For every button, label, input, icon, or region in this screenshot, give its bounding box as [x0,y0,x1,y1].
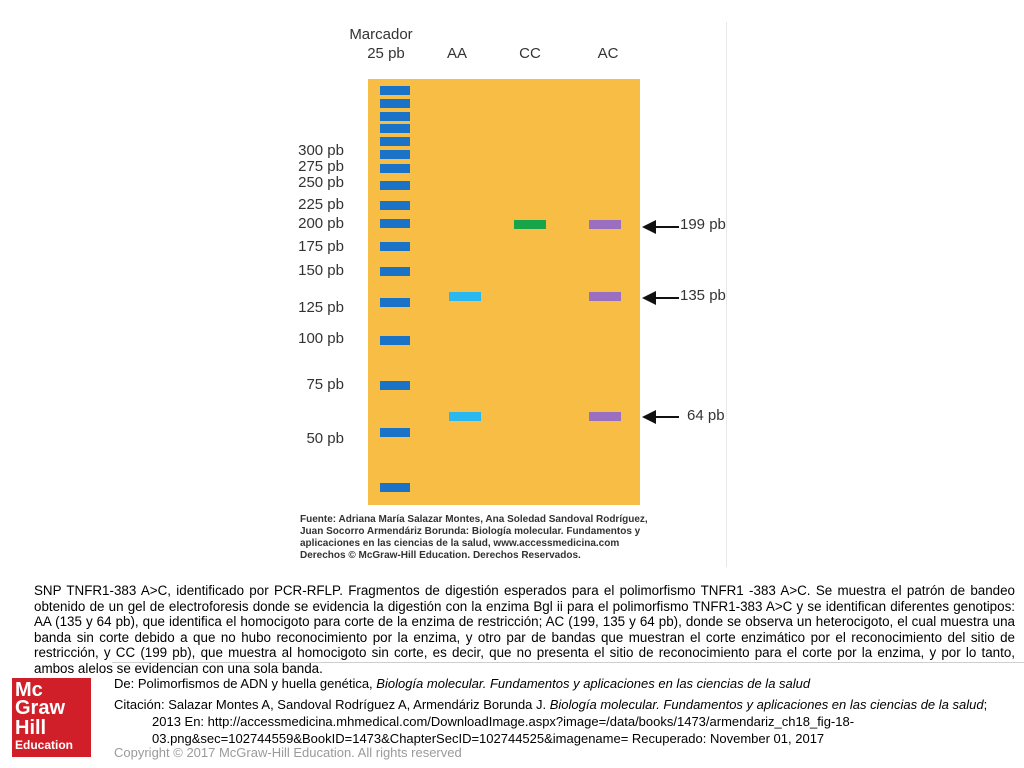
arrow-label-199: 199 pb [680,216,726,233]
ladder-band [380,428,410,437]
logo-text: Education [15,738,74,752]
credit-line: aplicaciones en las ciencias de la salud… [300,538,620,549]
band-ac-64 [589,412,621,421]
logo-text: Mc [15,679,43,701]
size-label: 300 pb [298,142,344,159]
copyright: Copyright © 2017 McGraw-Hill Education. … [114,745,462,760]
band-ac-199 [589,220,621,229]
size-label: 100 pb [298,330,344,347]
ladder-band [380,150,410,159]
ladder-band [380,298,410,307]
credit-line: Juan Socorro Armendáriz Borunda: Biologí… [300,526,641,537]
citation-book: Biología molecular. Fundamentos y aplica… [549,697,984,712]
size-label: 275 pb [298,158,344,175]
size-label: 175 pb [298,238,344,255]
arrow-label-135: 135 pb [680,287,726,304]
left-arrow-icon [642,291,679,305]
size-label: 200 pb [298,215,344,232]
band-cc-199 [514,220,546,229]
logo-text: Graw [15,697,66,719]
lane-label-cc: CC [519,45,541,62]
ladder-band [380,124,410,133]
ladder-band [380,381,410,390]
left-arrow-icon [642,220,679,234]
ladder-band [380,242,410,251]
figure-credit: Fuente: Adriana María Salazar Montes, An… [300,514,710,562]
ladder-band [380,483,410,492]
ladder-band [380,112,410,121]
lane-label-ac: AC [597,45,619,62]
marker-title: Marcador [349,26,413,43]
band-ac-135 [589,292,621,301]
ladder-band [380,336,410,345]
citation: Citación: Salazar Montes A, Sandoval Rod… [114,696,1014,747]
size-label: 250 pb [298,174,344,191]
ladder-band [380,181,410,190]
source-from-prefix: De: Polimorfismos de ADN y huella genéti… [114,676,377,691]
size-label: 125 pb [298,299,344,316]
logo-text: Hill [15,717,47,739]
band-aa-135 [449,292,481,301]
size-label: 75 pb [306,376,344,393]
ladder-band [380,219,410,228]
mcgraw-hill-logo: Mc Graw Hill Education [12,678,91,757]
credit-line: Derechos © McGraw-Hill Education. Derech… [300,550,581,561]
left-arrow-icon [642,410,679,424]
band-aa-64 [449,412,481,421]
ladder-band [380,86,410,95]
footer-divider [112,662,1024,663]
citation-suffix: ; 2013 En: http://accessmedicina.mhmedic… [152,697,988,746]
size-label: 150 pb [298,262,344,279]
figure-caption: SNP TNFR1-383 A>C, identificado por PCR-… [34,583,1015,676]
marker-size-label: 25 pb [367,45,405,62]
source-from-book: Biología molecular. Fundamentos y aplica… [376,676,811,691]
lane-label-aa: AA [446,45,467,62]
ladder-band [380,267,410,276]
size-label: 225 pb [298,196,344,213]
ladder-band [380,201,410,210]
ladder-band [380,164,410,173]
ladder-band [380,137,410,146]
citation-prefix: Citación: Salazar Montes A, Sandoval Rod… [114,697,550,712]
credit-line: Fuente: Adriana María Salazar Montes, An… [300,514,648,525]
source-from: De: Polimorfismos de ADN y huella genéti… [114,675,1014,692]
arrow-label-64: 64 pb [687,407,725,424]
size-label: 50 pb [306,430,344,447]
ladder-band [380,99,410,108]
